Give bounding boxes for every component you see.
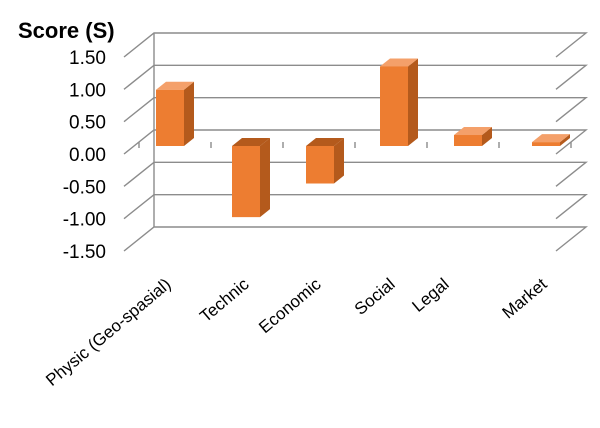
bar-economic — [306, 138, 344, 184]
bar-front — [232, 146, 260, 217]
bars — [156, 58, 570, 217]
category-label: Technic — [196, 274, 253, 326]
bar-front — [306, 146, 334, 184]
y-tick-labels: 1.50 1.00 0.50 0.00 -0.50 -1.00 -1.50 — [63, 48, 106, 263]
category-label: Market — [499, 274, 551, 322]
category-label: Physic (Geo-spasial) — [42, 275, 174, 390]
bar-physic-geo-spasial — [156, 82, 194, 146]
gridline — [124, 33, 586, 57]
bar-side — [184, 82, 194, 146]
y-tick-label: 0.50 — [69, 113, 106, 134]
bar-market — [532, 134, 570, 146]
bar-front — [454, 135, 482, 146]
y-tick-label: 1.00 — [69, 80, 106, 101]
bar-side — [260, 138, 270, 217]
category-label: Legal — [408, 275, 452, 316]
bar-front — [532, 142, 560, 146]
category-label: Economic — [255, 274, 325, 337]
gridline — [124, 195, 586, 219]
y-tick-label: -0.50 — [63, 177, 106, 198]
y-tick-label: 0.00 — [69, 145, 106, 166]
bar-technic — [232, 138, 270, 217]
y-axis-title: Score (S) — [18, 18, 115, 43]
gridline — [124, 227, 586, 251]
gridline — [124, 162, 586, 186]
bar-front — [380, 66, 408, 146]
bar-side — [408, 58, 418, 146]
gridlines — [124, 33, 586, 251]
y-tick-label: -1.00 — [63, 210, 106, 231]
y-tick-label: -1.50 — [63, 242, 106, 263]
bar-side — [334, 138, 344, 184]
category-label: Social — [351, 275, 399, 319]
category-labels: Physic (Geo-spasial) Technic Economic Socia… — [42, 274, 551, 390]
bar-social — [380, 58, 418, 146]
bar-front — [156, 90, 184, 146]
y-tick-label: 1.50 — [69, 48, 106, 69]
